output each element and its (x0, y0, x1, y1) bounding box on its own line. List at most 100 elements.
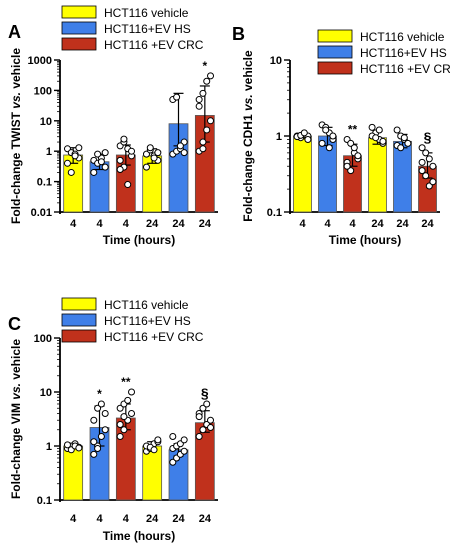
legend-label: HCT116 +EV CRC (360, 62, 450, 76)
x-tick-label: 4 (70, 218, 77, 230)
legend-swatch (61, 37, 97, 51)
x-axis-label: Time (hours) (103, 529, 175, 543)
data-point (207, 72, 215, 80)
x-tick-label: 24 (172, 218, 185, 230)
data-point (199, 89, 207, 97)
y-axis-label: Fold-change TWIST vs. vehicle (9, 48, 23, 224)
data-point (169, 432, 177, 440)
x-tick-label: 4 (123, 513, 130, 525)
data-point (90, 438, 98, 446)
data-point (116, 404, 124, 412)
legend-swatch (61, 5, 97, 19)
data-point (429, 162, 437, 170)
data-point (75, 144, 83, 152)
legend: HCT116 vehicle HCT116+EV HS HCT116 +EV CRC (61, 5, 204, 52)
data-point (63, 159, 71, 167)
data-point (199, 426, 207, 434)
panel-letter: B (232, 24, 245, 44)
data-point (128, 388, 136, 396)
data-point (154, 436, 162, 444)
data-point (418, 167, 426, 175)
data-point (97, 432, 105, 440)
data-point (67, 168, 75, 176)
data-point (379, 137, 387, 145)
x-axis-label: Time (hours) (103, 233, 175, 247)
y-tick-label: 0.1 (37, 495, 52, 507)
legend-label: HCT116 vehicle (104, 298, 189, 312)
data-point (195, 102, 203, 110)
data-point (150, 154, 158, 162)
bar (368, 137, 387, 213)
y-tick-label: 0.1 (267, 207, 282, 219)
significance-marker: * (97, 387, 102, 401)
significance-marker: ** (121, 375, 131, 389)
data-point (90, 416, 98, 424)
data-point (347, 167, 355, 175)
data-point (207, 117, 215, 125)
legend-swatch (61, 329, 97, 343)
legend-swatch (61, 313, 97, 327)
data-point (372, 134, 380, 142)
data-point (169, 458, 177, 466)
panel-B: B HCT116 vehicle HCT116+EV HS HCT116 +EV CR… (232, 24, 450, 247)
y-axis-label-part: vs. (9, 383, 23, 400)
legend: HCT116 vehicle HCT116+EV HS HCT116 +EV CRC (317, 29, 450, 76)
data-point (116, 432, 124, 440)
y-tick-label: 1000 (28, 55, 52, 67)
data-point (94, 444, 102, 452)
data-point (94, 404, 102, 412)
data-point (207, 424, 215, 432)
y-tick-label: 10 (270, 55, 282, 67)
data-point (397, 144, 405, 152)
data-point (375, 126, 383, 134)
y-axis-label-part: Fold-change CDH1 (241, 111, 255, 222)
y-tick-label: 1 (276, 131, 282, 143)
legend-swatch (61, 297, 97, 311)
data-point (124, 181, 132, 189)
data-point (128, 409, 136, 417)
data-point (116, 156, 124, 164)
y-axis-label-part: vs. (9, 92, 23, 109)
x-tick-label: 24 (199, 513, 212, 525)
data-point (318, 139, 326, 147)
legend-label: HCT116+EV HS (360, 46, 447, 60)
x-tick-label: 4 (123, 218, 130, 230)
data-point (176, 142, 184, 150)
bar (293, 135, 312, 213)
significance-marker: * (202, 59, 207, 73)
x-tick-label: 4 (96, 513, 103, 525)
data-point (90, 168, 98, 176)
data-point (142, 163, 150, 171)
x-tick-label: 4 (96, 218, 103, 230)
data-point (101, 149, 109, 157)
y-tick-label: 0.1 (37, 177, 52, 189)
data-point (418, 158, 426, 166)
x-axis-label: Time (hours) (329, 233, 401, 247)
data-point (154, 149, 162, 157)
y-axis-label-part: vehicle (9, 48, 23, 92)
panel-letter: C (8, 314, 21, 334)
x-tick-label: 4 (349, 218, 356, 230)
data-point (195, 413, 203, 421)
data-point (101, 163, 109, 171)
x-tick-label: 24 (146, 513, 159, 525)
data-point (180, 447, 188, 455)
x-tick-label: 4 (299, 218, 306, 230)
data-point (429, 178, 437, 186)
data-point (343, 162, 351, 170)
data-point (124, 396, 132, 404)
y-tick-label: 10 (40, 387, 52, 399)
significance-marker: § (201, 385, 209, 401)
y-axis-label-part: Fold-change TWIST (9, 109, 23, 224)
legend-label: HCT116+EV HS (104, 22, 191, 36)
data-point (400, 134, 408, 142)
panel-A: A HCT116 vehicle HCT116+EV HS HCT116 +EV CR… (8, 5, 218, 247)
data-point (120, 135, 128, 143)
legend: HCT116 vehicle HCT116+EV HS HCT116 +EV CRC (61, 297, 204, 344)
x-tick-label: 24 (172, 513, 185, 525)
data-point (195, 96, 203, 104)
legend-swatch (317, 45, 353, 59)
data-point (199, 145, 207, 153)
significance-marker: § (424, 129, 432, 145)
data-point (195, 432, 203, 440)
